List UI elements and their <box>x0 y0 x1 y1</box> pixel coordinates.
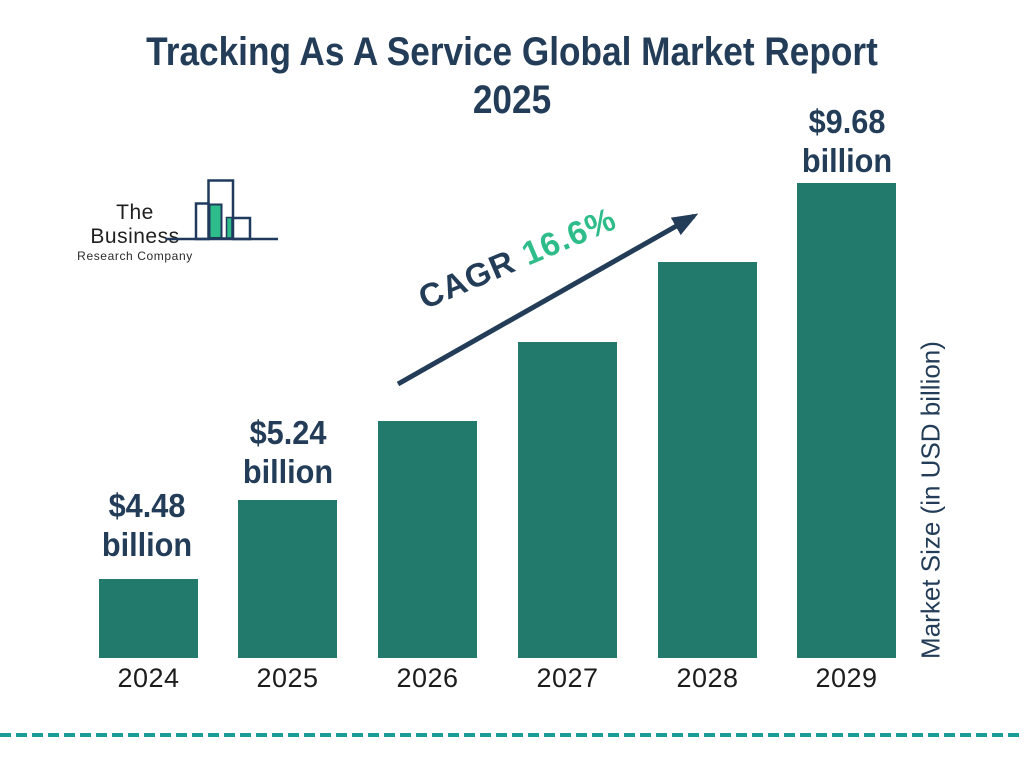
y-axis-label: Market Size (in USD billion) <box>915 341 946 659</box>
page-title-line2: 2025 <box>472 78 552 122</box>
cagr-trend-arrow-icon <box>396 213 699 387</box>
value-amount: $5.24 <box>249 414 327 451</box>
bar-2028 <box>658 262 757 658</box>
logo-subname: Research Company <box>77 249 193 263</box>
x-tick-2026: 2026 <box>396 663 459 693</box>
x-tick-2027: 2027 <box>536 663 599 693</box>
bar-2027 <box>518 342 617 658</box>
bar-2026 <box>378 421 477 658</box>
x-tick-2025: 2025 <box>256 663 319 693</box>
x-tick-2029: 2029 <box>815 663 878 693</box>
value-amount: $4.48 <box>108 487 186 524</box>
x-tick-2024: 2024 <box>117 663 180 693</box>
page-title: Tracking As A Service Global Market Repo… <box>61 28 962 124</box>
value-label-2029: $9.68 billion <box>782 102 912 180</box>
bar-2029 <box>797 183 896 658</box>
value-unit: billion <box>801 142 893 179</box>
value-amount: $9.68 <box>808 103 886 140</box>
logo-bars-icon <box>166 179 278 241</box>
logo-wordmark: The Business Research Company <box>72 201 198 263</box>
bottom-dashed-divider <box>0 733 1024 737</box>
logo-name: The Business <box>90 201 180 248</box>
bar-2025 <box>238 500 337 658</box>
page-title-line1: Tracking As A Service Global Market Repo… <box>146 30 878 74</box>
value-label-2025: $5.24 billion <box>223 413 353 491</box>
value-unit: billion <box>101 526 193 563</box>
value-unit: billion <box>242 453 334 490</box>
bar-2024 <box>99 579 198 658</box>
value-label-2024: $4.48 billion <box>82 486 212 564</box>
x-tick-2028: 2028 <box>676 663 739 693</box>
